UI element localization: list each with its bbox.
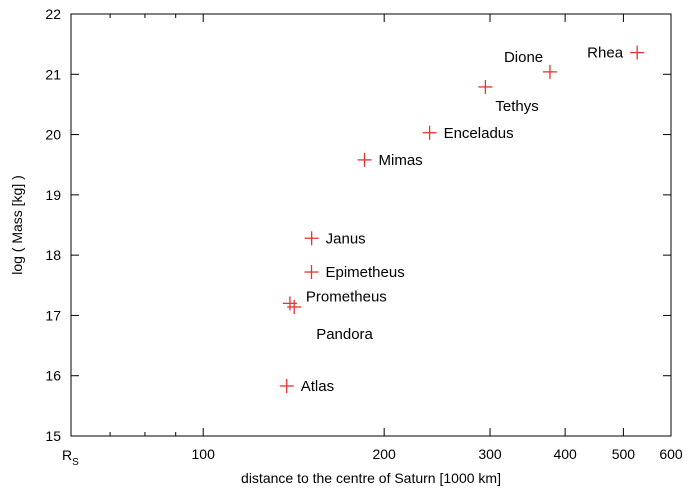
point-label-dione: Dione xyxy=(504,49,543,66)
x-origin-label: RS xyxy=(62,447,79,468)
data-point-tethys xyxy=(478,79,493,94)
y-tick-label: 16 xyxy=(45,368,61,384)
data-point-mimas xyxy=(357,152,372,167)
point-label-janus: Janus xyxy=(326,230,366,247)
x-tick-label: 600 xyxy=(659,446,683,462)
data-point-janus xyxy=(304,231,319,246)
y-tick-label: 15 xyxy=(45,428,61,444)
data-point-enceladus xyxy=(422,125,437,140)
point-label-tethys: Tethys xyxy=(495,98,538,115)
y-tick-label: 21 xyxy=(45,66,61,82)
data-points xyxy=(279,45,645,393)
point-label-pandora: Pandora xyxy=(316,326,373,343)
y-tick-label: 22 xyxy=(45,6,61,22)
x-tick-label: 300 xyxy=(478,446,502,462)
x-axis-label: distance to the centre of Saturn [1000 k… xyxy=(241,470,501,486)
point-label-mimas: Mimas xyxy=(379,152,423,169)
x-tick-label: 400 xyxy=(553,446,577,462)
data-point-atlas xyxy=(279,378,294,393)
point-labels: Atlas Prometheus Pandora Epimetheus Janus Mim… xyxy=(301,45,624,395)
data-point-epimetheus xyxy=(304,265,319,280)
y-tick-label: 19 xyxy=(45,187,61,203)
x-tick-label: 100 xyxy=(192,446,216,462)
x-origin-label-sub: S xyxy=(72,457,79,468)
data-point-pandora xyxy=(287,299,302,314)
point-label-enceladus: Enceladus xyxy=(444,125,514,142)
y-tick-label: 20 xyxy=(45,127,61,143)
x-origin-label-main: R xyxy=(62,447,72,463)
plot-frame xyxy=(70,13,672,437)
y-axis-label: log ( Mass [kg] ) xyxy=(9,175,25,275)
data-point-rhea xyxy=(630,45,645,60)
point-label-rhea: Rhea xyxy=(587,45,624,62)
x-tick-label: 200 xyxy=(372,446,396,462)
axis-ticks xyxy=(71,13,672,437)
y-tick-label: 18 xyxy=(45,247,61,263)
data-point-dione xyxy=(542,64,557,79)
x-tick-label: 500 xyxy=(612,446,636,462)
y-tick-label: 17 xyxy=(45,307,61,323)
point-label-prometheus: Prometheus xyxy=(306,288,387,305)
point-label-atlas: Atlas xyxy=(301,378,334,395)
tick-labels: 100 200 300 400 500 600 15 16 17 18 19 20 21 22 xyxy=(45,6,682,462)
point-label-epimetheus: Epimetheus xyxy=(325,264,404,281)
